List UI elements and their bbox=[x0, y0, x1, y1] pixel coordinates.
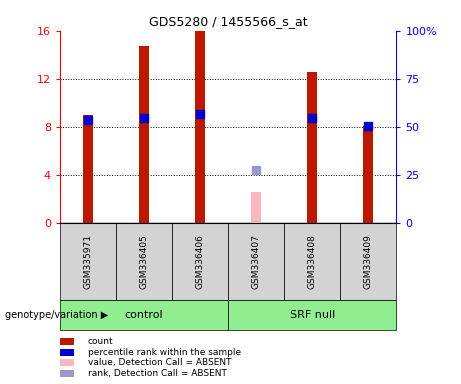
Bar bbox=[139, 46, 149, 223]
Bar bbox=[195, 31, 205, 223]
Bar bbox=[228, 300, 396, 330]
Bar bbox=[228, 223, 284, 300]
Point bbox=[253, 167, 260, 173]
Text: GSM335971: GSM335971 bbox=[83, 233, 93, 289]
Bar bbox=[340, 223, 396, 300]
Bar bbox=[172, 223, 228, 300]
Point bbox=[84, 116, 92, 122]
Text: GSM336409: GSM336409 bbox=[364, 234, 373, 288]
Bar bbox=[116, 223, 172, 300]
Point bbox=[196, 111, 204, 117]
Bar bbox=[363, 126, 373, 223]
Bar bbox=[60, 300, 228, 330]
Text: genotype/variation ▶: genotype/variation ▶ bbox=[5, 310, 108, 320]
Point bbox=[140, 115, 148, 121]
Bar bbox=[307, 71, 317, 223]
Bar bbox=[251, 192, 261, 223]
Text: GSM336407: GSM336407 bbox=[252, 234, 261, 288]
Bar bbox=[83, 115, 93, 223]
Text: count: count bbox=[88, 337, 113, 346]
Bar bbox=[60, 223, 116, 300]
Text: control: control bbox=[125, 310, 163, 320]
Text: value, Detection Call = ABSENT: value, Detection Call = ABSENT bbox=[88, 358, 231, 367]
Text: SRF null: SRF null bbox=[290, 310, 335, 320]
Text: rank, Detection Call = ABSENT: rank, Detection Call = ABSENT bbox=[88, 369, 226, 378]
Text: GSM336405: GSM336405 bbox=[140, 234, 148, 288]
Bar bbox=[284, 223, 340, 300]
Title: GDS5280 / 1455566_s_at: GDS5280 / 1455566_s_at bbox=[149, 15, 307, 28]
Point bbox=[365, 122, 372, 129]
Text: GSM336406: GSM336406 bbox=[195, 234, 205, 288]
Point bbox=[309, 115, 316, 121]
Text: GSM336408: GSM336408 bbox=[308, 234, 317, 288]
Text: percentile rank within the sample: percentile rank within the sample bbox=[88, 348, 241, 357]
